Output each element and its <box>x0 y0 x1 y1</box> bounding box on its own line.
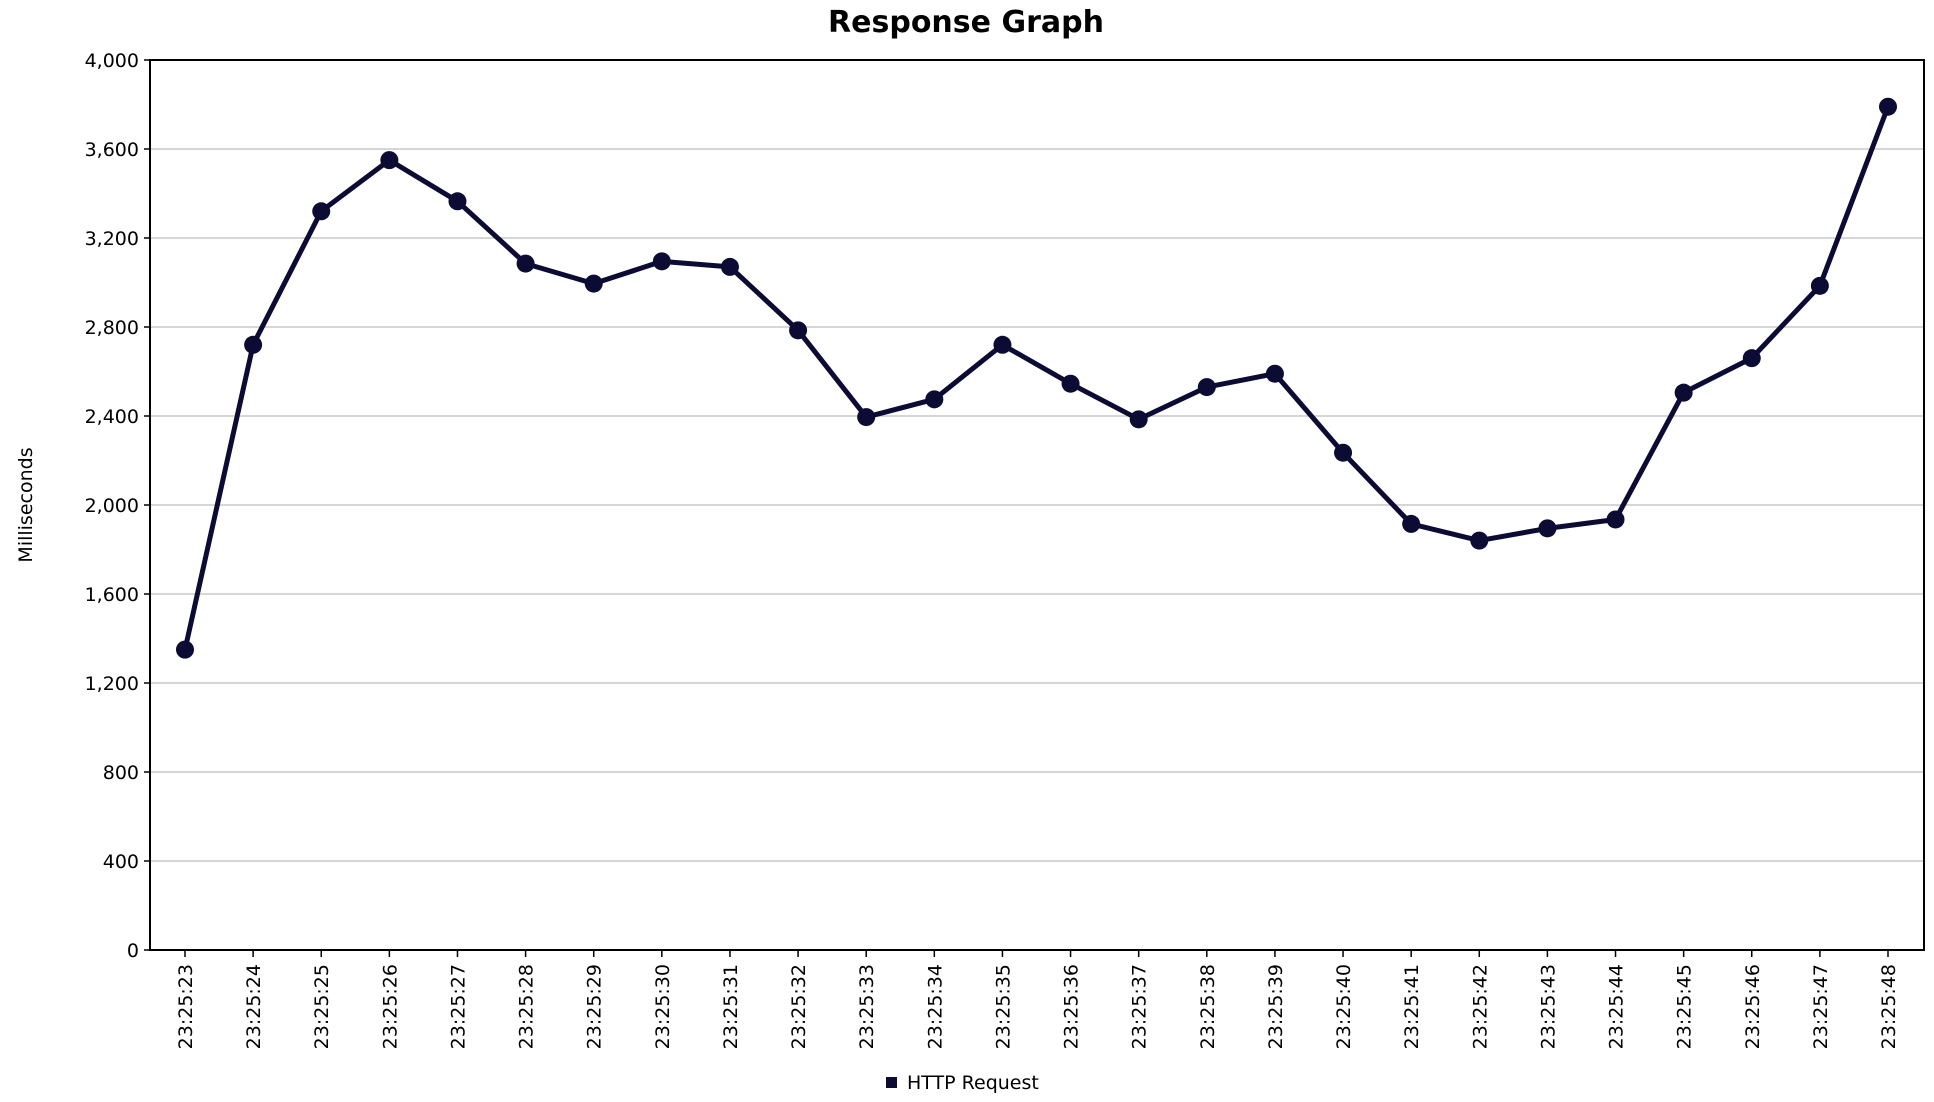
y-tick-label: 4,000 <box>85 50 139 72</box>
x-tick-label: 23:25:28 <box>516 964 538 1049</box>
data-point[interactable] <box>652 252 671 271</box>
data-point[interactable] <box>993 335 1012 354</box>
y-tick-label: 3,200 <box>85 228 139 250</box>
data-point[interactable] <box>380 151 399 170</box>
data-point[interactable] <box>857 408 876 427</box>
x-tick-label: 23:25:23 <box>175 964 197 1049</box>
x-tick-label: 23:25:47 <box>1810 964 1832 1049</box>
series-layer <box>176 97 1897 659</box>
y-axis-label: Milliseconds <box>15 447 37 562</box>
x-tick-label: 23:25:46 <box>1742 964 1764 1049</box>
y-axis: 0 400 800 1,200 1,600 2,000 2,400 2,800 3,200 3,6… <box>85 50 150 962</box>
data-point[interactable] <box>1810 276 1829 295</box>
y-tick-label: 2,800 <box>85 317 139 339</box>
chart-title: Response Graph <box>828 5 1104 40</box>
data-point[interactable] <box>1674 383 1693 402</box>
y-tick-label: 0 <box>127 940 139 962</box>
data-point[interactable] <box>720 257 739 276</box>
data-point[interactable] <box>312 202 331 221</box>
y-tick-label: 2,000 <box>85 495 139 517</box>
x-tick-label: 23:25:25 <box>311 964 333 1049</box>
x-tick-label: 23:25:45 <box>1674 964 1696 1049</box>
x-tick-label: 23:25:34 <box>924 964 946 1049</box>
y-tick-label: 1,600 <box>85 584 139 606</box>
x-tick-label: 23:25:30 <box>652 964 674 1049</box>
x-tick-label: 23:25:29 <box>584 964 606 1049</box>
data-point[interactable] <box>1265 364 1284 383</box>
data-point[interactable] <box>448 192 467 211</box>
data-point[interactable] <box>244 335 263 354</box>
legend-label: HTTP Request <box>907 1072 1039 1094</box>
data-point[interactable] <box>1742 349 1761 368</box>
data-point[interactable] <box>516 254 535 273</box>
x-tick-label: 23:25:44 <box>1606 964 1628 1049</box>
series-line <box>182 104 1891 653</box>
x-tick-label: 23:25:39 <box>1265 964 1287 1049</box>
data-point[interactable] <box>584 274 603 293</box>
data-point[interactable] <box>925 390 944 409</box>
data-point[interactable] <box>1538 519 1557 538</box>
gridlines <box>150 148 1924 862</box>
x-tick-label: 23:25:40 <box>1333 964 1355 1049</box>
x-tick-label: 23:25:37 <box>1129 964 1151 1049</box>
y-tick-label: 2,400 <box>85 406 139 428</box>
x-tick-label: 23:25:42 <box>1469 964 1491 1049</box>
x-tick-label: 23:25:32 <box>788 964 810 1049</box>
y-tick-label: 400 <box>103 851 139 873</box>
data-point[interactable] <box>1879 97 1897 116</box>
x-tick-label: 23:25:43 <box>1537 964 1559 1049</box>
data-point[interactable] <box>1334 443 1353 462</box>
y-tick-label: 1,200 <box>85 673 139 695</box>
data-point[interactable] <box>1129 410 1148 429</box>
x-tick-label: 23:25:24 <box>243 964 265 1049</box>
x-tick-label: 23:25:27 <box>447 964 469 1049</box>
data-point[interactable] <box>176 640 194 659</box>
legend-swatch <box>886 1077 897 1088</box>
x-tick-label: 23:25:48 <box>1878 964 1900 1049</box>
y-tick-label: 3,600 <box>85 139 139 161</box>
data-point[interactable] <box>1606 510 1625 529</box>
legend[interactable]: HTTP Request <box>886 1072 1039 1094</box>
data-point[interactable] <box>1061 374 1080 393</box>
y-tick-label: 800 <box>103 762 139 784</box>
x-tick-label: 23:25:26 <box>379 964 401 1049</box>
x-tick-label: 23:25:38 <box>1197 964 1219 1049</box>
x-tick-label: 23:25:41 <box>1401 964 1423 1049</box>
data-point[interactable] <box>1402 514 1421 533</box>
x-tick-label: 23:25:35 <box>992 964 1014 1049</box>
x-tick-label: 23:25:31 <box>720 964 742 1049</box>
data-point[interactable] <box>1197 378 1216 397</box>
data-point[interactable] <box>1470 531 1489 550</box>
data-point[interactable] <box>789 321 808 340</box>
x-axis: 23:25:23 23:25:24 23:25:25 23:25:26 23:25:27… <box>175 950 1900 1049</box>
x-tick-label: 23:25:36 <box>1061 964 1083 1049</box>
x-tick-label: 23:25:33 <box>856 964 878 1049</box>
